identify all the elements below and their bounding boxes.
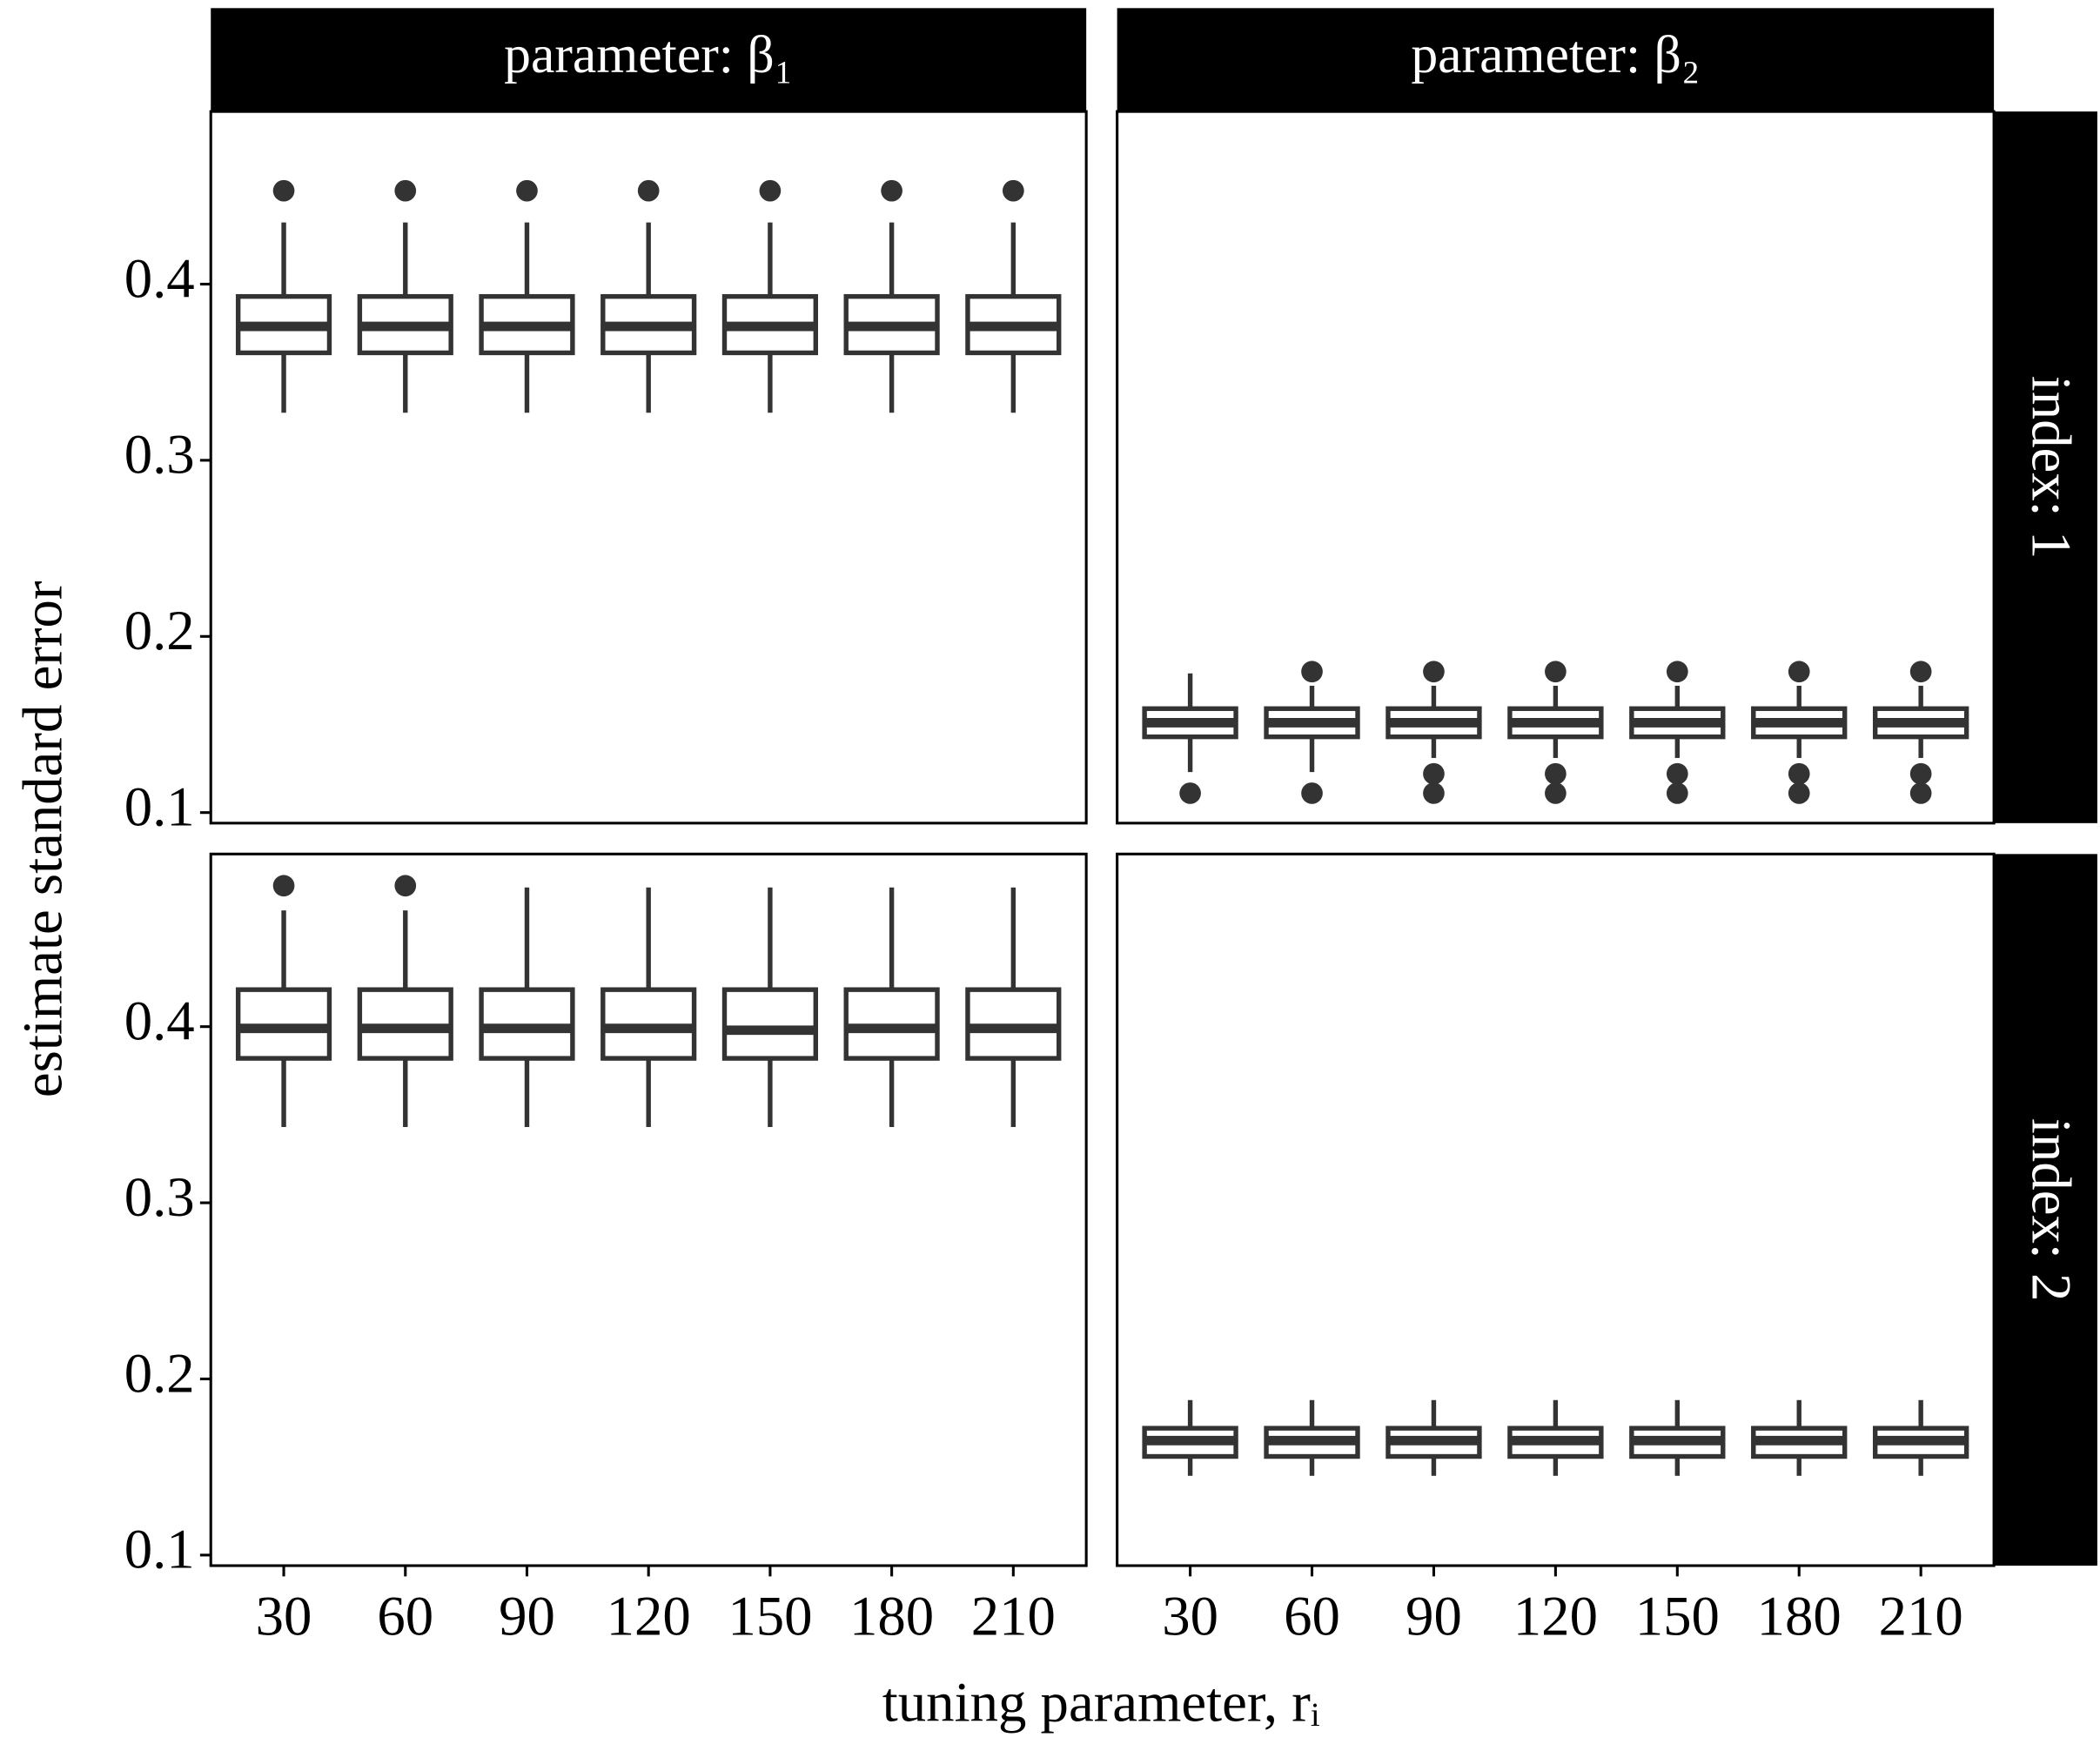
box (721, 987, 818, 1061)
y-tick-label: 0.2 (124, 600, 195, 662)
outlier (1423, 782, 1445, 804)
outlier (1666, 762, 1688, 785)
strip (1994, 111, 2097, 823)
outlier (1179, 782, 1201, 804)
y-tick-label: 0.3 (124, 424, 195, 486)
x-tick-label: 120 (1513, 1586, 1598, 1648)
panel-border (209, 110, 1088, 825)
strip (1117, 8, 1995, 112)
strip-label: index: 2 (2020, 1118, 2083, 1302)
strip-label: parameter: β₁ (504, 25, 793, 84)
outlier (272, 875, 295, 897)
x-tick-label: 180 (1757, 1586, 1842, 1648)
outlier (272, 179, 295, 202)
x-tick-label: 120 (607, 1586, 691, 1648)
strip (1994, 854, 2097, 1567)
outlier (394, 875, 417, 897)
x-tick-label: 60 (377, 1586, 433, 1648)
y-tick-label: 0.4 (124, 247, 195, 310)
outlier (1545, 762, 1567, 785)
y-tick-label: 0.4 (124, 990, 195, 1053)
outlier (1545, 661, 1567, 683)
y-axis-label: estimate standard error (11, 581, 74, 1098)
x-tick-label: 210 (971, 1586, 1056, 1648)
outlier (881, 179, 902, 202)
outlier (1909, 661, 1932, 683)
outlier (1301, 661, 1323, 683)
x-tick-label: 90 (1406, 1586, 1462, 1648)
outlier (1545, 782, 1567, 804)
x-tick-label: 90 (499, 1586, 555, 1648)
outlier (1301, 782, 1323, 804)
y-tick-label: 0.3 (124, 1166, 195, 1229)
x-axis-label: tuning parameter, rᵢ (882, 1671, 1320, 1734)
y-tick-label: 0.2 (124, 1342, 195, 1405)
outlier (1666, 661, 1688, 683)
outlier (1788, 762, 1810, 785)
strip-label: index: 1 (2020, 376, 2083, 560)
y-tick-label: 0.1 (124, 1519, 195, 1581)
outlier (637, 179, 660, 202)
x-tick-label: 180 (849, 1586, 934, 1648)
x-tick-label: 150 (1635, 1586, 1720, 1648)
outlier (1423, 762, 1445, 785)
outlier (1788, 782, 1810, 804)
outlier (1909, 762, 1932, 785)
outlier (1788, 661, 1810, 683)
outlier (759, 179, 782, 202)
outlier (1909, 782, 1932, 804)
x-tick-label: 30 (1162, 1586, 1218, 1648)
outlier (394, 179, 417, 202)
outlier (516, 179, 538, 202)
x-tick-label: 210 (1879, 1586, 1963, 1648)
strip (211, 8, 1087, 112)
outlier (1423, 661, 1445, 683)
x-tick-label: 150 (728, 1586, 812, 1648)
y-tick-label: 0.1 (124, 776, 195, 839)
outlier (1002, 179, 1024, 202)
strip-label: parameter: β₂ (1411, 25, 1700, 84)
x-tick-label: 30 (256, 1586, 312, 1648)
x-tick-label: 60 (1284, 1586, 1340, 1648)
outlier (1666, 782, 1688, 804)
